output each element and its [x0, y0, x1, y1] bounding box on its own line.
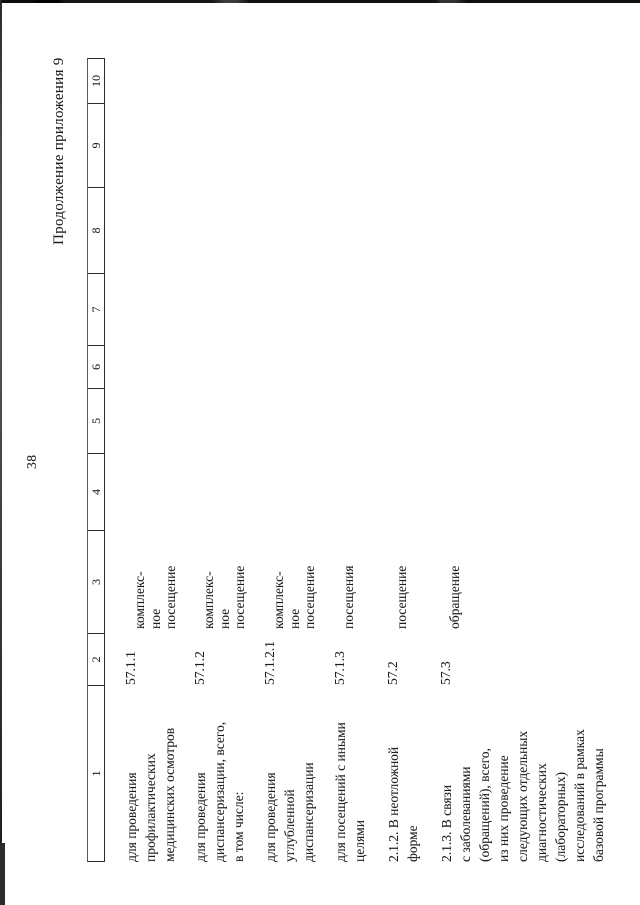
row-name-line: следующих отдельных: [515, 730, 530, 862]
row-name-line: базовой программы: [591, 748, 606, 862]
row-name-line: с заболеваниями: [458, 766, 473, 862]
row-name-line: 2.1.3. В связи: [439, 784, 454, 862]
row-code: 57.1.2.1: [262, 641, 277, 685]
row-unit: комплекс-ное посещение: [132, 529, 179, 629]
row-name-line: форме: [405, 825, 420, 862]
header-cell: 10: [87, 58, 105, 103]
row-unit-line: комплекс-: [132, 571, 147, 629]
row-unit: комплекс-ное посещение: [201, 529, 248, 629]
row-unit-line: посещения: [341, 565, 356, 629]
header-cell: 3: [87, 530, 105, 633]
header-cell: 4: [87, 453, 105, 530]
row-name-line: медицинских осмотров: [162, 727, 177, 862]
header-cell: 9: [87, 103, 105, 187]
row-name-line: диагностических: [534, 763, 549, 862]
row-unit: посещения: [341, 529, 357, 629]
table-header-row: 1 2 3 4 5 6 7 8 9 10: [87, 58, 105, 862]
appendix-continuation-title: Продолжение приложения 9: [51, 57, 67, 246]
row-unit-line: посещение: [163, 565, 178, 629]
row-name-line: целями: [352, 820, 367, 862]
header-cell: 7: [87, 273, 105, 345]
row-unit: обращение: [447, 529, 463, 629]
row-name-line: (лабораторных): [553, 772, 568, 862]
scan-edge-left: [0, 0, 2, 905]
row-name-line: 2.1.2. В неотложной: [386, 746, 401, 862]
row-name: для посещений с иными целями: [331, 686, 369, 862]
row-name-line: профилактических: [143, 753, 158, 862]
row-name-line: углубленной: [282, 789, 297, 862]
row-code: 57.3: [438, 661, 453, 685]
row-name-line: исследований в рамках: [572, 729, 587, 862]
row-name-line: диспансеризации: [301, 762, 316, 862]
header-cell: 8: [87, 187, 105, 273]
header-cell: 1: [87, 685, 105, 862]
row-name-line: для проведения: [263, 772, 278, 862]
row-name: для проведения углубленной диспансеризации: [261, 686, 318, 862]
row-name: для проведения диспансеризации, всего, в т…: [191, 686, 248, 862]
header-cell: 5: [87, 388, 105, 453]
row-unit-line: посещение: [232, 565, 247, 629]
row-name: 2.1.3. В связи с заболеваниями (обращений)…: [437, 686, 608, 862]
header-cell: 6: [87, 345, 105, 388]
row-unit: комплекс-ное посещение: [271, 529, 318, 629]
row-unit-line: посещение: [394, 565, 409, 629]
row-name-line: (обращений), всего,: [477, 748, 492, 862]
page-number: 38: [24, 454, 39, 470]
row-name: 2.1.2. В неотложной форме: [384, 686, 422, 862]
row-name-line: из них проведение: [496, 755, 511, 862]
row-name: для проведения профилактических медицински…: [122, 686, 179, 862]
row-unit-line: ное: [147, 608, 163, 629]
row-unit: посещение: [394, 529, 410, 629]
row-name-line: в том числе:: [231, 791, 246, 862]
row-code: 57.1.2: [192, 651, 207, 685]
row-unit-line: комплекс-: [201, 571, 216, 629]
row-unit-line: посещение: [302, 565, 317, 629]
row-code: 57.1.3: [332, 651, 347, 685]
row-unit-line: ное: [216, 608, 232, 629]
row-code: 57.1.1: [123, 651, 138, 685]
row-unit-line: ное: [286, 608, 302, 629]
row-name-line: для проведения: [193, 772, 208, 862]
row-name-line: диспансеризации, всего,: [212, 721, 227, 862]
row-name-line: для посещений с иными: [333, 722, 348, 862]
row-name-line: для проведения: [124, 772, 139, 862]
row-unit-line: обращение: [447, 565, 462, 629]
header-cell: 2: [87, 633, 105, 685]
scan-edge-corner: [0, 843, 5, 905]
row-unit-line: комплекс-: [271, 571, 286, 629]
scan-edge-top: [0, 0, 640, 3]
row-code: 57.2: [385, 661, 400, 685]
